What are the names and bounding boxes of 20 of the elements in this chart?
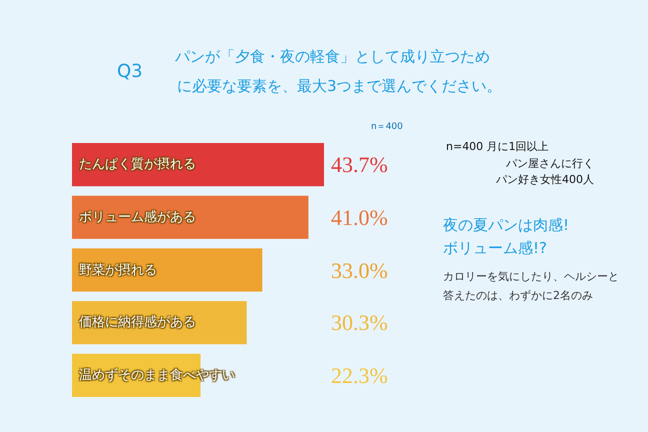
data-label: 41.0% <box>331 205 388 230</box>
y-tick-label: ボリューム感がある <box>79 210 196 225</box>
chart-title: パンが「夕食・夜の軽食」として成り立つため <box>174 47 490 66</box>
text: カロリーを気にしたり、ヘルシーと <box>443 270 619 283</box>
data-label: 33.0% <box>331 258 388 283</box>
chart-subtitle: に必要な要素を、最大3つまで選んでください。 <box>177 77 502 95</box>
y-tick-label: 野菜が摂れる <box>79 263 157 278</box>
text: ボリューム感!? <box>443 239 547 257</box>
y-tick-label: たんぱく質が摂れる <box>79 157 196 172</box>
text: n=400 月に1回以上 <box>446 140 549 153</box>
text: 答えたのは、わずかに2名のみ <box>443 289 593 302</box>
data-label: 43.7% <box>331 152 388 177</box>
y-tick-label: 価格に納得感がある <box>79 315 196 330</box>
text: n＝400 <box>371 122 404 132</box>
text: 夜の夏パンは肉感! <box>443 216 570 234</box>
text: パン好き女性400人 <box>495 173 594 186</box>
text: パン屋さんに行く <box>505 157 594 170</box>
text: Q3 <box>117 61 143 82</box>
data-label: 22.3% <box>331 363 388 388</box>
data-label: 30.3% <box>331 310 388 335</box>
